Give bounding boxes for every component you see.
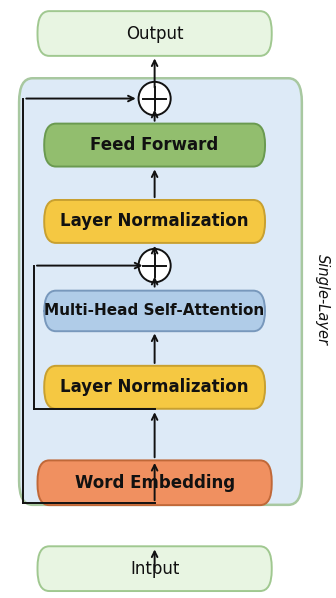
Text: Layer Normalization: Layer Normalization: [60, 379, 249, 396]
Text: Intput: Intput: [130, 560, 179, 578]
Text: Single-Layer: Single-Layer: [314, 254, 329, 344]
FancyBboxPatch shape: [38, 547, 272, 591]
Text: Layer Normalization: Layer Normalization: [60, 212, 249, 230]
FancyBboxPatch shape: [19, 78, 302, 505]
Text: Feed Forward: Feed Forward: [90, 136, 219, 154]
FancyBboxPatch shape: [44, 366, 265, 409]
Text: Multi-Head Self-Attention: Multi-Head Self-Attention: [44, 303, 265, 318]
Text: Word Embedding: Word Embedding: [75, 474, 235, 492]
Text: Output: Output: [126, 25, 183, 42]
FancyBboxPatch shape: [38, 460, 272, 505]
FancyBboxPatch shape: [44, 124, 265, 167]
FancyBboxPatch shape: [38, 11, 272, 56]
FancyBboxPatch shape: [44, 200, 265, 243]
FancyBboxPatch shape: [44, 291, 265, 331]
Ellipse shape: [138, 249, 171, 282]
Ellipse shape: [138, 82, 171, 115]
